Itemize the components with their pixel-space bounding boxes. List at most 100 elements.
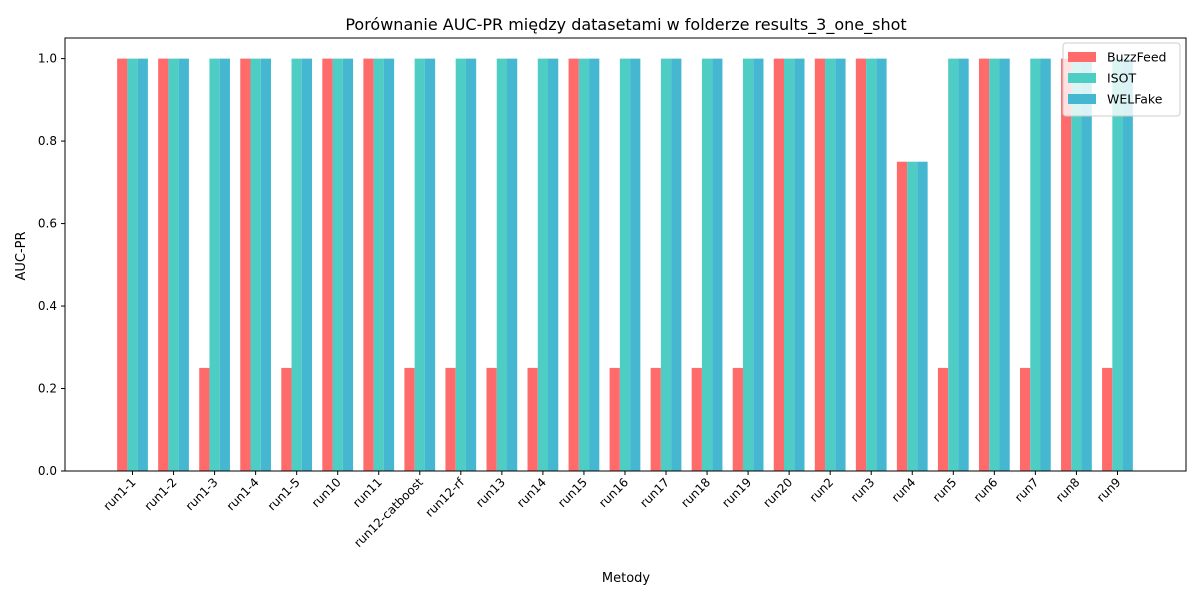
bar-buzzfeed-run1-2	[158, 58, 169, 472]
x-axis-label: Metody	[602, 571, 651, 586]
y-tick-label: 0.2	[38, 382, 57, 396]
bar-buzzfeed-run17	[650, 367, 661, 471]
bar-isot-run11	[373, 58, 384, 472]
bar-buzzfeed-run7	[1020, 367, 1031, 471]
bar-isot-run5	[948, 58, 959, 472]
bar-isot-run7	[1030, 58, 1041, 472]
bar-buzzfeed-run11	[363, 58, 374, 472]
x-tick-label: run1-5	[265, 475, 303, 513]
bar-welfake-run15	[589, 58, 600, 472]
bar-isot-run1-5	[291, 58, 302, 472]
bar-welfake-run18	[712, 58, 723, 472]
bar-buzzfeed-run1-4	[240, 58, 251, 472]
x-tick-label: run1-1	[101, 475, 139, 513]
chart-title: Porównanie AUC-PR między datasetami w fo…	[345, 15, 906, 35]
bar-welfake-run6	[999, 58, 1010, 472]
x-tick-label: run12-catboost	[351, 475, 426, 550]
bar-buzzfeed-run6	[978, 58, 990, 472]
bar-welfake-run4	[917, 161, 928, 471]
x-tick-label: run6	[971, 475, 1001, 505]
x-tick-label: run18	[678, 475, 713, 510]
bar-buzzfeed-run15	[568, 58, 579, 472]
x-tick-label: run3	[848, 475, 878, 505]
bar-isot-run12-catboost	[414, 58, 425, 472]
bar-isot-run18	[701, 58, 713, 472]
bar-isot-run4	[907, 161, 918, 471]
bar-welfake-run1-1	[137, 58, 148, 472]
y-tick-label: 0.4	[38, 299, 57, 313]
bar-welfake-run7	[1040, 58, 1051, 472]
bar-welfake-run20	[794, 58, 805, 472]
bar-welfake-run8	[1081, 58, 1092, 472]
y-tick-label: 0.0	[38, 464, 57, 478]
legend-swatch-buzzfeed	[1068, 52, 1096, 62]
x-tick-label: run20	[760, 475, 795, 510]
bar-isot-run9	[1112, 58, 1123, 472]
bar-buzzfeed-run3	[855, 58, 867, 472]
bar-welfake-run2	[835, 58, 846, 472]
x-tick-label: run1-3	[183, 475, 221, 513]
y-tick-label: 0.6	[38, 217, 57, 231]
bar-welfake-run12-rf	[465, 58, 477, 472]
x-tick-label: run13	[473, 475, 508, 510]
bar-buzzfeed-run1-5	[281, 367, 292, 471]
bar-isot-run17	[660, 58, 672, 472]
x-tick-label: run2	[807, 475, 837, 505]
bar-welfake-run1-5	[301, 58, 313, 472]
bar-isot-run6	[989, 58, 1000, 472]
bar-buzzfeed-run20	[773, 58, 785, 472]
y-tick-label: 0.8	[38, 134, 57, 148]
bar-welfake-run1-2	[178, 58, 189, 472]
bar-buzzfeed-run9	[1102, 367, 1113, 471]
bar-buzzfeed-run12-rf	[445, 367, 456, 471]
x-tick-label: run4	[889, 475, 919, 505]
legend-label-isot: ISOT	[1107, 71, 1136, 86]
bar-welfake-run12-catboost	[424, 58, 436, 472]
bar-buzzfeed-run1-3	[199, 367, 210, 471]
bar-isot-run20	[784, 58, 795, 472]
bar-buzzfeed-run18	[691, 367, 702, 471]
bar-buzzfeed-run12-catboost	[404, 367, 415, 471]
bar-welfake-run5	[958, 58, 969, 472]
bar-welfake-run10	[342, 58, 354, 472]
bar-welfake-run11	[383, 58, 395, 472]
x-tick-label: run19	[719, 475, 754, 510]
bar-buzzfeed-run1-1	[117, 58, 128, 472]
bar-isot-run1-1	[127, 58, 138, 472]
bar-welfake-run16	[630, 58, 641, 472]
legend: BuzzFeed ISOT WELFake	[1062, 42, 1181, 117]
x-tick-label: run5	[930, 475, 960, 505]
x-tick-label: run7	[1012, 475, 1042, 505]
x-tick-label: run10	[309, 475, 344, 510]
bar-buzzfeed-run10	[322, 58, 333, 472]
bar-welfake-run9	[1122, 58, 1133, 472]
bar-buzzfeed-run16	[609, 367, 620, 471]
bar-welfake-run13	[506, 58, 518, 472]
y-tick-label: 1.0	[38, 52, 57, 66]
bar-isot-run2	[825, 58, 836, 472]
bar-isot-run14	[537, 58, 549, 472]
x-tick-label: run9	[1094, 475, 1124, 505]
x-tick-label: run16	[596, 475, 631, 510]
bar-buzzfeed-run19	[732, 367, 743, 471]
bar-isot-run1-2	[168, 58, 179, 472]
bar-welfake-run1-4	[260, 58, 271, 472]
bar-isot-run13	[496, 58, 507, 472]
x-tick-label: run1-2	[142, 475, 180, 513]
bar-welfake-run17	[671, 58, 682, 472]
legend-label-buzzfeed: BuzzFeed	[1107, 50, 1166, 65]
bar-welfake-run3	[876, 58, 887, 472]
bar-buzzfeed-run13	[486, 367, 497, 471]
legend-swatch-isot	[1068, 73, 1096, 83]
bar-buzzfeed-run14	[527, 367, 538, 471]
x-tick-label: run14	[514, 475, 549, 510]
x-tick-label: run1-4	[224, 475, 262, 513]
bar-isot-run8	[1071, 58, 1082, 472]
bar-welfake-run19	[753, 58, 764, 472]
bar-isot-run12-rf	[455, 58, 466, 472]
bar-isot-run16	[619, 58, 631, 472]
x-tick-label: run15	[555, 475, 590, 510]
bar-isot-run1-3	[209, 58, 220, 472]
bar-isot-run15	[578, 58, 590, 472]
